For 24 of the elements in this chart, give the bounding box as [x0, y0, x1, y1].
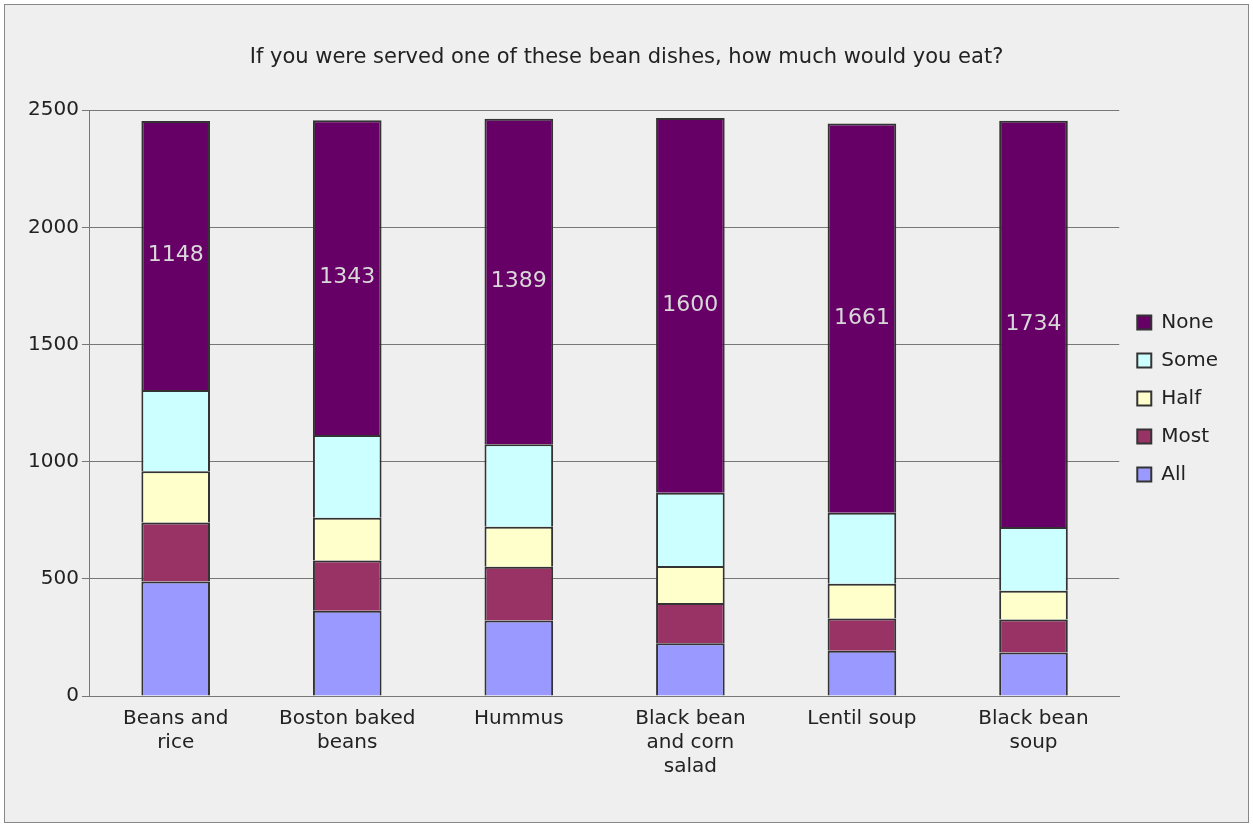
legend-label: None — [1161, 308, 1214, 333]
x-tick-label: Boston baked beans — [279, 705, 416, 754]
y-tick-label: 500 — [40, 565, 79, 590]
legend-label: Half — [1161, 384, 1203, 409]
x-tick-label: Beans and rice — [122, 705, 229, 754]
y-tick-label: 0 — [66, 682, 79, 707]
chart-title: If you were served one of these bean dishes, how much would you eat? — [249, 44, 1004, 69]
y-tick-label: 1500 — [27, 330, 79, 355]
x-tick-label: Black bean soup — [978, 705, 1089, 754]
x-tick-label: Lentil soup — [807, 705, 917, 730]
y-tick-label: 2000 — [27, 213, 79, 238]
legend-label: All — [1161, 460, 1187, 485]
x-tick-label: Hummus — [473, 705, 564, 730]
data-label: 1734 — [1005, 309, 1062, 335]
legend-label: Some — [1161, 346, 1218, 371]
data-label: 1389 — [490, 267, 547, 293]
y-tick-label: 2500 — [27, 96, 79, 121]
data-label: 1148 — [147, 241, 204, 267]
data-label: 1661 — [833, 303, 890, 329]
y-tick-label: 1000 — [27, 447, 79, 472]
data-label: 1600 — [662, 291, 719, 317]
legend-label: Most — [1161, 422, 1210, 447]
data-label: 1343 — [319, 263, 376, 289]
x-tick-label: Black bean and corn salad — [635, 705, 746, 778]
